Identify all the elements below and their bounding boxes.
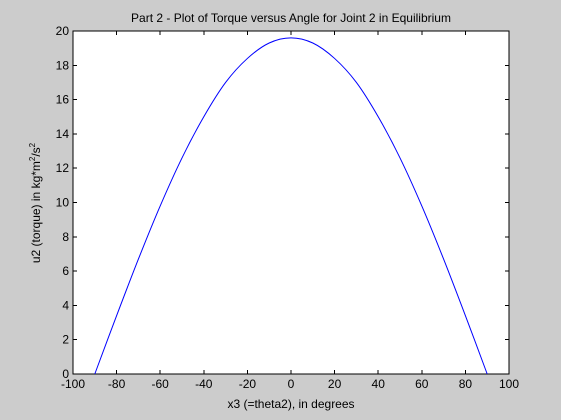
x-tick-label: 0 (288, 377, 295, 391)
x-tick-label: 60 (415, 377, 429, 391)
series-line (94, 37, 488, 375)
x-tick-label: 80 (459, 377, 473, 391)
x-tick-label: 20 (328, 377, 342, 391)
y-tick-label: 8 (62, 230, 69, 244)
y-tick-label: 0 (62, 367, 69, 381)
y-tick-label: 18 (56, 58, 70, 72)
y-tick-label: 6 (62, 264, 69, 278)
x-axis-ticks: -100 -80 -60 -40 -20 0 20 40 60 80 100 (61, 31, 519, 391)
x-tick-label: -80 (108, 377, 126, 391)
plot-area (72, 30, 510, 375)
x-tick-label: 40 (372, 377, 386, 391)
y-tick-label: 12 (56, 161, 70, 175)
chart-title: Part 2 - Plot of Torque versus Angle for… (131, 11, 451, 25)
series-layer (94, 37, 488, 375)
y-tick-label: 20 (56, 24, 70, 38)
y-axis-label-unit: /s (29, 147, 43, 156)
y-axis-label-base: u2 (torque) in kg*m (29, 161, 43, 263)
y-tick-label: 4 (62, 298, 69, 312)
x-tick-label: -100 (61, 377, 85, 391)
x-tick-label: -40 (195, 377, 213, 391)
y-tick-label: 14 (56, 127, 70, 141)
y-tick-label: 16 (56, 93, 70, 107)
y-axis-label-exponent: 2 (28, 142, 37, 147)
x-tick-label: 100 (499, 377, 519, 391)
x-axis-label: x3 (=theta2), in degrees (227, 397, 354, 411)
x-tick-label: -60 (152, 377, 170, 391)
y-tick-label: 10 (56, 196, 70, 210)
y-axis-label-exponent: 2 (28, 156, 37, 161)
x-tick-label: -20 (239, 377, 257, 391)
y-tick-label: 2 (62, 333, 69, 347)
y-axis-label: u2 (torque) in kg*m2/s2 (28, 142, 43, 263)
y-axis-ticks: 0 2 4 6 8 10 12 14 16 18 20 (56, 24, 509, 381)
